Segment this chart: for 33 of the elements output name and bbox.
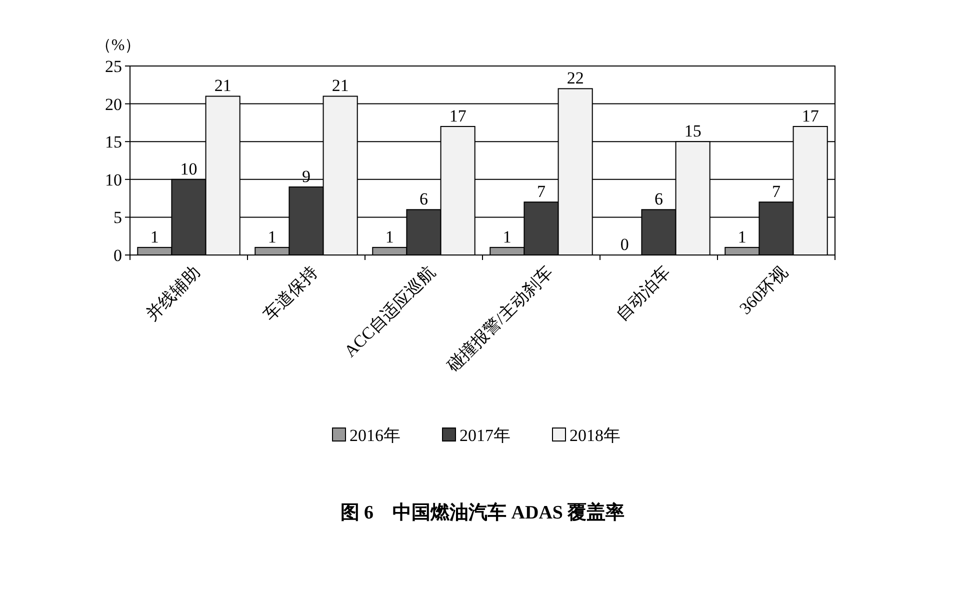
x-tick-label: 碰撞报警/主动刹车 <box>442 262 556 376</box>
x-tick-label: 并线辅助 <box>142 262 204 324</box>
data-label: 0 <box>620 235 629 254</box>
data-label: 6 <box>420 190 428 209</box>
data-label: 17 <box>802 106 820 126</box>
y-tick-label: 20 <box>105 94 122 114</box>
data-label: 6 <box>654 190 663 209</box>
data-label: 21 <box>214 76 232 96</box>
data-label: 17 <box>449 106 467 126</box>
legend-label: 2016年 <box>350 426 400 445</box>
y-tick-label: 15 <box>105 132 122 152</box>
data-label: 7 <box>537 182 546 202</box>
data-label: 22 <box>566 68 584 88</box>
text: 图 6 中国燃油汽车 ADAS 覆盖率 <box>340 502 625 524</box>
legend-label: 2017年 <box>460 426 510 445</box>
y-tick-label: 0 <box>114 246 122 265</box>
data-label: 7 <box>772 182 781 202</box>
data-label: 1 <box>268 227 276 246</box>
data-label: 1 <box>150 227 159 246</box>
y-axis-title: （%） <box>95 37 141 54</box>
y-tick-label: 10 <box>105 170 122 190</box>
x-tick-label: 自动泊车 <box>612 262 674 324</box>
data-label: 1 <box>502 227 512 246</box>
y-tick-label: 5 <box>114 208 122 228</box>
y-tick-label: 25 <box>105 56 122 76</box>
x-tick-label: 车道保持 <box>260 262 322 324</box>
data-label: 10 <box>180 159 198 178</box>
x-tick-label: 360环视 <box>736 262 792 318</box>
data-label: 15 <box>684 122 702 141</box>
data-label: 1 <box>738 227 746 246</box>
data-label: 1 <box>385 227 394 246</box>
legend-label: 2018年 <box>570 426 620 445</box>
data-label: 21 <box>332 76 349 96</box>
